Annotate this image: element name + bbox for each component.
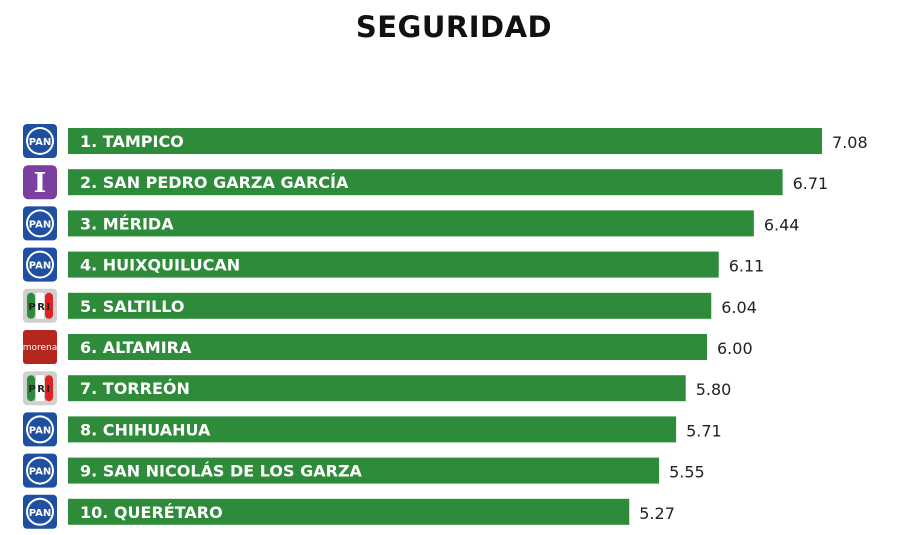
value-label: 6.00 <box>717 339 753 358</box>
bar-label: 1. TAMPICO <box>80 132 184 151</box>
pri-logo-red <box>45 375 53 402</box>
bar-label: 2. SAN PEDRO GARZA GARCÍA <box>80 173 349 192</box>
pan-logo-text: PAN <box>29 219 52 230</box>
value-label: 5.80 <box>696 380 732 399</box>
independent-logo-text: I <box>34 168 47 199</box>
bar <box>68 334 707 360</box>
chart-title: SEGURIDAD <box>355 10 553 44</box>
pri-logo-green <box>27 292 35 319</box>
bar <box>68 498 630 525</box>
pri-logo-text: PRI <box>28 384 51 395</box>
pan-logo-text: PAN <box>29 508 52 519</box>
pri-logo-red <box>45 292 53 319</box>
value-label: 6.11 <box>729 257 765 276</box>
bar <box>68 292 712 319</box>
independent-logo-icon <box>23 165 57 200</box>
bar <box>68 251 719 278</box>
value-label: 6.04 <box>721 298 757 317</box>
pan-logo-text: PAN <box>29 467 52 478</box>
bar <box>68 169 783 196</box>
morena-logo-icon <box>23 330 57 364</box>
bar-label: 7. TORREÓN <box>80 379 190 398</box>
pan-logo-disc <box>28 211 52 236</box>
value-label: 7.08 <box>832 133 868 152</box>
bar-label: 9. SAN NICOLÁS DE LOS GARZA <box>80 462 363 481</box>
morena-logo-text: morena <box>23 343 58 353</box>
bar <box>68 128 823 154</box>
bar-label: 8. CHIHUAHUA <box>80 420 211 439</box>
pan-logo-disc <box>28 458 52 483</box>
value-label: 5.27 <box>639 504 675 523</box>
pri-logo-green <box>27 375 35 402</box>
value-label: 6.71 <box>793 174 829 193</box>
value-label: 5.55 <box>669 463 705 482</box>
value-label: 5.71 <box>686 421 722 440</box>
bar-label: 4. HUIXQUILUCAN <box>80 256 240 275</box>
bar <box>68 457 660 484</box>
value-label: 6.44 <box>764 215 800 234</box>
pan-logo-disc <box>28 129 52 153</box>
pan-logo-disc <box>28 417 52 442</box>
pan-logo-text: PAN <box>29 425 52 436</box>
pri-logo-white <box>36 292 44 319</box>
pri-logo-white <box>36 375 44 402</box>
bar <box>68 375 686 402</box>
bar <box>68 210 754 237</box>
pan-logo-text: PAN <box>29 261 52 272</box>
bar-label: 6. ALTAMIRA <box>80 338 192 357</box>
pri-logo-text: PRI <box>28 302 51 313</box>
bar-label: 10. QUERÉTARO <box>80 503 223 522</box>
bar-label: 5. SALTILLO <box>80 297 185 316</box>
pan-logo-text: PAN <box>29 137 52 148</box>
bar-label: 3. MÉRIDA <box>80 214 174 233</box>
pan-logo-disc <box>28 252 52 277</box>
bar <box>68 416 677 443</box>
pan-logo-disc <box>28 499 52 524</box>
